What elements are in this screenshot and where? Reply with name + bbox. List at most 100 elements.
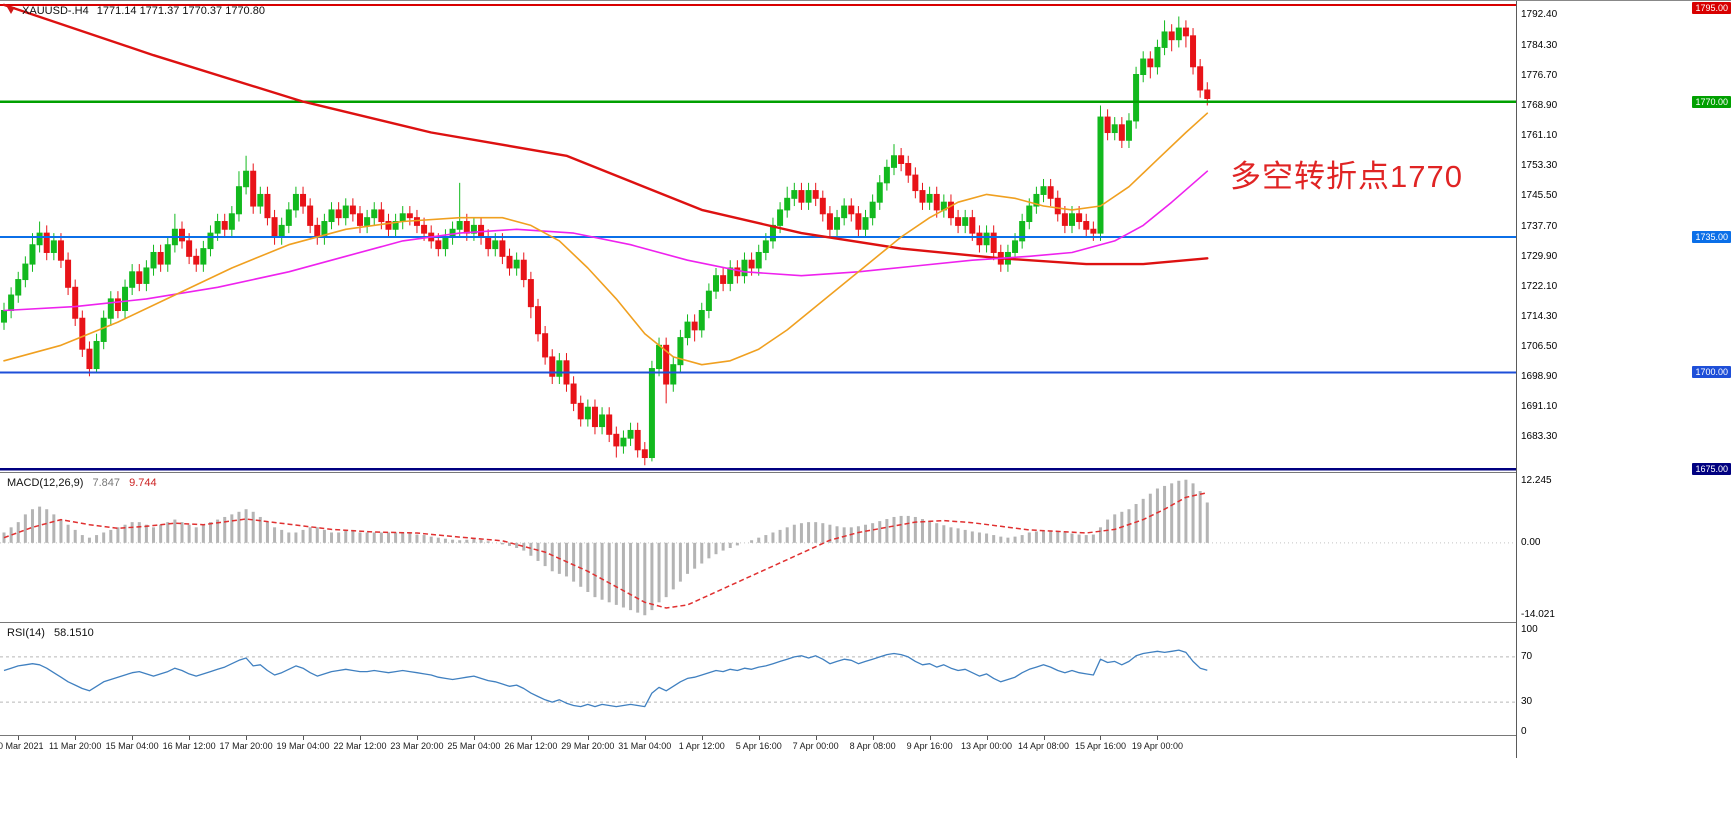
price-axis-label: 1776.70 <box>1521 69 1558 81</box>
candle-body <box>848 205 855 215</box>
macd-indicator-label: MACD(12,26,9) 7.847 9.744 <box>7 477 157 489</box>
time-tick <box>815 736 817 740</box>
candle-body <box>955 217 962 226</box>
candle-body <box>841 205 848 219</box>
candle-body <box>584 406 591 420</box>
candle-body <box>435 240 442 250</box>
time-axis-label: 23 Mar 20:00 <box>390 741 444 751</box>
time-axis-label: 10 Mar 2021 <box>0 741 44 751</box>
ma-slow-red[interactable] <box>2 3 1209 266</box>
time-axis-label: 16 Mar 12:00 <box>162 741 216 751</box>
candle-body <box>485 236 492 250</box>
time-tick <box>360 736 361 740</box>
price-line-badge: 1795.00 <box>1692 2 1731 14</box>
candle-body <box>357 213 363 226</box>
candle-body <box>606 414 613 435</box>
chart-text-annotation[interactable]: 多空转折点1770 <box>1230 159 1463 194</box>
candle-body <box>791 190 798 199</box>
candle-body <box>1076 213 1083 223</box>
time-axis-label: 8 Apr 08:00 <box>849 741 896 751</box>
candle-body <box>762 240 769 253</box>
price-axis[interactable]: 1792.40 1784.30 1776.70 1768.90 1761.10 1753.… <box>1516 1 1731 758</box>
macd-panel-separator[interactable] <box>0 472 1731 473</box>
candle-body <box>741 259 748 277</box>
candle-body <box>556 360 563 377</box>
candle-body <box>179 228 185 242</box>
time-tick <box>416 736 418 740</box>
candle-body <box>50 240 57 253</box>
candle-body <box>1161 31 1168 48</box>
time-tick <box>644 736 646 740</box>
candle-body <box>777 209 784 226</box>
candle-body <box>193 255 200 265</box>
candle-body <box>100 317 107 342</box>
macd-signal-value: 9.744 <box>129 477 157 489</box>
candle-body <box>470 224 477 234</box>
candle-body <box>235 186 242 215</box>
candle-body <box>656 344 663 370</box>
time-tick <box>530 736 532 740</box>
candle-body <box>577 402 584 420</box>
candle-body <box>285 209 292 226</box>
rsi-indicator-label: RSI(14) 58.1510 <box>7 627 94 639</box>
candle-body <box>207 232 214 250</box>
rsi-line <box>3 649 1208 708</box>
candle-body <box>898 155 905 164</box>
candle-body <box>499 240 506 257</box>
ma-mid-magenta[interactable] <box>3 170 1209 312</box>
candle-body <box>1140 58 1147 76</box>
main-price-panel[interactable] <box>0 1 1516 473</box>
price-axis-label: 1706.50 <box>1521 341 1558 353</box>
candle-body <box>150 251 157 269</box>
candle-body <box>328 209 335 223</box>
price-line-badge: 1735.00 <box>1692 231 1731 243</box>
price-axis-label: 1753.30 <box>1521 160 1558 172</box>
time-tick <box>189 736 191 740</box>
time-tick <box>986 736 988 740</box>
candle-body <box>371 209 378 219</box>
candle-body <box>57 240 64 261</box>
candle-body <box>1168 31 1175 41</box>
ma-fast-orange[interactable] <box>3 112 1209 366</box>
candle-body <box>392 221 399 230</box>
candle-body <box>748 259 755 269</box>
time-axis-label: 31 Mar 04:00 <box>618 741 672 751</box>
rsi-panel-separator[interactable] <box>0 622 1731 623</box>
candle-body <box>591 406 598 428</box>
macd-main-value: 7.847 <box>92 477 121 489</box>
candle-body <box>933 193 940 211</box>
time-tick <box>132 736 134 740</box>
rsi-axis-label: 30 <box>1521 696 1533 708</box>
candle-body <box>1054 197 1061 215</box>
chart-title: XAUUSD-.H4 1771.14 1771.37 1770.37 1770.… <box>7 5 265 17</box>
rsi-panel[interactable] <box>0 623 1516 736</box>
candle-body <box>335 209 342 219</box>
candle-body <box>271 217 278 238</box>
time-axis-separator <box>0 735 1731 736</box>
candle-body <box>250 170 257 207</box>
candle-body <box>421 224 428 234</box>
rsi-value: 58.1510 <box>53 627 94 639</box>
candle-body <box>72 286 79 319</box>
candle-body <box>307 205 314 226</box>
candle-body <box>15 279 22 296</box>
price-axis-label: 1768.90 <box>1521 99 1558 111</box>
candle-body <box>613 433 620 447</box>
candle-body <box>1154 46 1161 68</box>
candle-body <box>684 321 691 339</box>
time-axis-label: 29 Mar 20:00 <box>561 741 615 751</box>
candle-body <box>278 224 285 238</box>
candle-body <box>186 240 193 257</box>
candle-body <box>883 166 890 184</box>
candle-body <box>221 221 228 230</box>
candle-body <box>599 414 606 428</box>
candle-body <box>1061 213 1068 226</box>
candle-body <box>214 221 221 234</box>
macd-panel[interactable] <box>0 473 1516 623</box>
time-axis-label: 11 Mar 20:00 <box>49 741 102 751</box>
current-ohlc-label: 1771.14 1771.37 1770.37 1770.80 <box>96 5 265 17</box>
candle-body <box>826 213 833 230</box>
macd-signal-line <box>3 491 1208 609</box>
